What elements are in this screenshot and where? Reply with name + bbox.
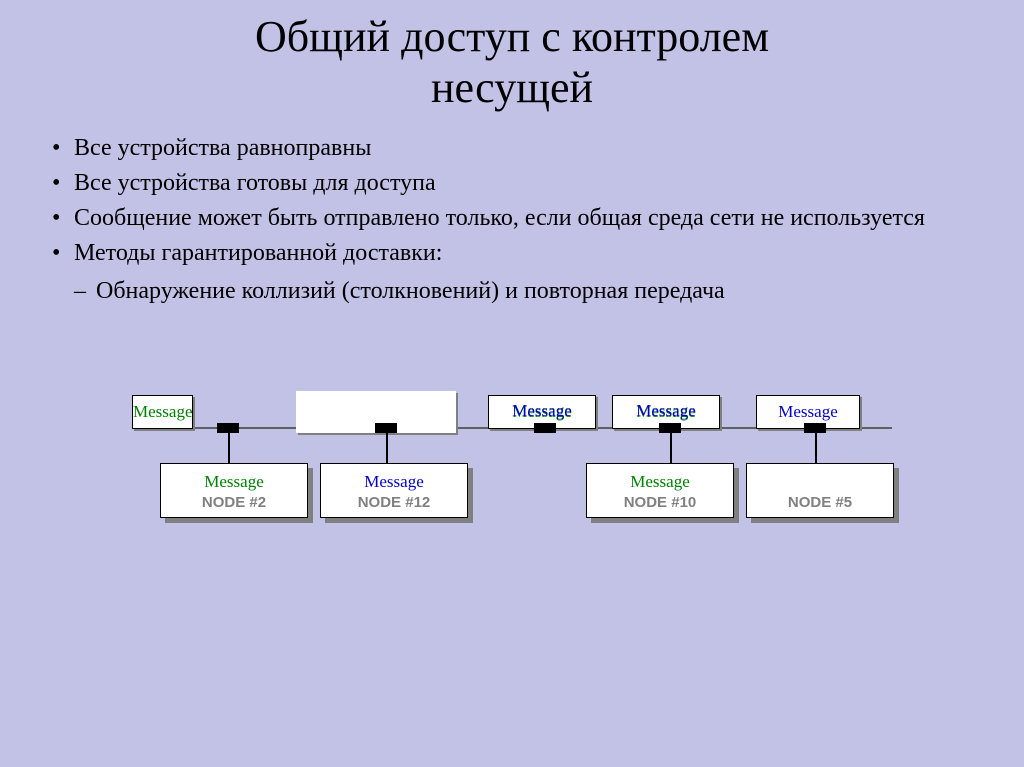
message-box: Message	[132, 395, 193, 429]
message-text: Message	[778, 402, 837, 421]
title-line-1: Общий доступ с контролем	[255, 12, 769, 61]
node-box: Message NODE #2	[160, 463, 308, 518]
drop-line	[228, 433, 230, 463]
bus-tap	[375, 423, 397, 433]
slide-title: Общий доступ с контролем несущей	[0, 0, 1024, 113]
node-message: Message	[321, 472, 467, 492]
bus-tap	[659, 423, 681, 433]
bus-tap	[217, 423, 239, 433]
bullet-item: Все устройства равноправны	[52, 131, 1024, 166]
message-text: Message	[133, 402, 192, 421]
node-label: NODE #2	[161, 494, 307, 511]
node-box: Message NODE #10	[586, 463, 734, 518]
node-message: Message	[587, 472, 733, 492]
node-label: NODE #12	[321, 494, 467, 511]
node-message: Message	[161, 472, 307, 492]
bullet-item: Методы гарантированной доставки:	[52, 236, 1024, 271]
message-text: Message	[636, 401, 695, 420]
drop-line	[670, 433, 672, 463]
drop-line	[815, 433, 817, 463]
node-box: Message NODE #12	[320, 463, 468, 518]
bullet-list: Все устройства равноправны Все устройств…	[52, 131, 1024, 309]
title-line-2: несущей	[431, 63, 593, 112]
bus-tap	[804, 423, 826, 433]
bus-diagram: Message Message Message Message Message …	[132, 369, 892, 589]
node-message	[747, 472, 893, 492]
node-label: NODE #10	[587, 494, 733, 511]
node-label: NODE #5	[747, 494, 893, 511]
drop-line	[386, 433, 388, 463]
bus-tap	[534, 423, 556, 433]
bullet-item: Все устройства готовы для доступа	[52, 166, 1024, 201]
node-box: NODE #5	[746, 463, 894, 518]
bullet-item: Сообщение может быть отправлено только, …	[52, 201, 1024, 236]
message-text: Message	[512, 401, 571, 420]
sub-bullet-item: Обнаружение коллизий (столкновений) и по…	[52, 274, 1024, 309]
